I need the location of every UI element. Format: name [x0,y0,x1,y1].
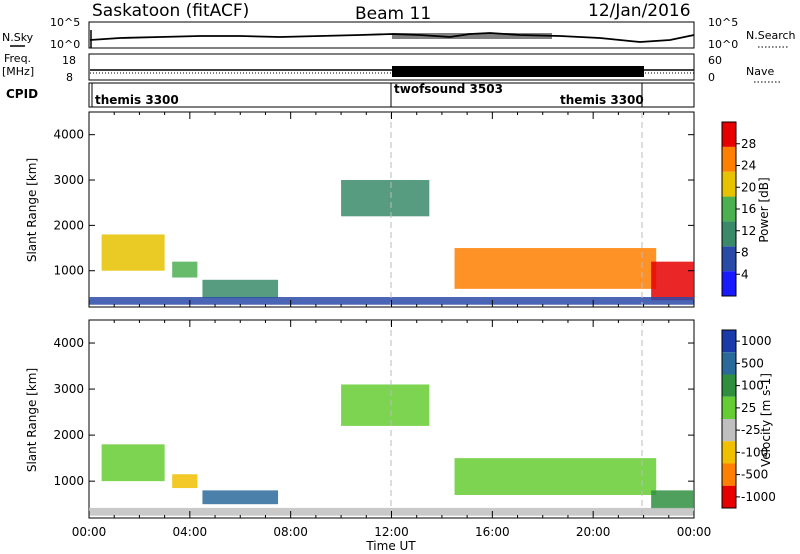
power-colorbar-label: Power [dB] [757,177,771,242]
colorbar-tick-label: -100 [741,445,768,459]
colorbar-tick-label: 20 [741,180,756,194]
velocity-ylabel: Slant Range [km] [25,368,39,472]
data-region-3 [202,490,279,505]
date-title: 12/Jan/2016 [588,1,691,21]
colorbar-cell [722,196,736,222]
colorbar-tick-label: -25 [741,423,761,437]
freq-tick-bottom: 8 [66,71,73,84]
colorbar-cell [722,271,736,296]
data-region-5 [454,248,657,289]
colorbar-cell [722,485,736,508]
power-ylabel: Slant Range [km] [25,158,39,262]
velocity-colorbar-label: Velocity [m s-1] [759,373,773,467]
x-tick-label: 20:00 [576,525,611,539]
time-ut-label: Time UT [365,539,416,553]
colorbar-cell [722,352,736,375]
data-region-2 [172,261,198,278]
colorbar-tick-label: 12 [741,224,756,238]
x-tick-label: 00:00 [677,525,712,539]
freq-strip: Freq. [MHz] 18 8 60 0 Nave [2,52,782,84]
colorbar-cell [722,122,736,147]
data-region-3 [202,279,279,298]
y-tick-label: 3000 [53,173,84,187]
colorbar-cell [722,419,736,442]
nsky-strip: N.Sky 10^5 10^0 10^5 10^0 N.Search [2,16,796,51]
nave-label: Nave [746,65,774,78]
colorbar-cell [722,246,736,272]
data-region-6 [651,261,694,301]
colorbar-tick-label: -1000 [741,490,776,504]
velocity-colorbar: 1000 500 100 25 -25 -100 -500 -1000 Velocity [m… [721,329,776,509]
colorbar-tick-label: 100 [741,379,764,393]
data-region-4 [341,384,430,426]
y-tick-label: 2000 [53,218,84,232]
colorbar-cell [722,396,736,419]
cpid-segment-3: themis 3300 [560,93,644,107]
colorbar-tick-label: 25 [741,401,756,415]
nsearch-tick-top: 10^5 [708,16,738,29]
cpid-segment-2: twofsound 3503 [394,82,503,96]
colorbar-cell [722,463,736,486]
colorbar-cell [722,221,736,247]
x-tick-label: 08:00 [273,525,308,539]
data-region-5 [454,458,657,495]
colorbar-tick-label: 4 [741,267,749,281]
colorbar-cell [722,330,736,353]
velocity-x-ticks: 00:00 04:00 08:00 12:00 16:00 20:00 00:00 [72,525,712,539]
colorbar-tick-label: 24 [741,159,756,173]
colorbar-tick-label: 28 [741,137,756,151]
nave-tick-bottom: 0 [708,71,715,84]
cpid-strip: CPID themis 3300 twofsound 3503 themis 3… [6,82,695,108]
velocity-y-ticks: 1000 2000 3000 4000 [53,320,695,518]
freq-label-2: [MHz] [2,65,34,78]
colorbar-tick-label: -500 [741,468,768,482]
power-y-ticks: 1000 2000 3000 4000 [53,112,695,307]
site-title: Saskatoon (fitACF) [92,1,249,21]
cpid-segment-1: themis 3300 [95,93,179,107]
y-tick-label: 4000 [53,128,84,142]
nave-tick-top: 60 [708,54,722,67]
y-tick-label: 3000 [53,382,84,396]
nsky-tick-bottom: 10^0 [50,38,80,51]
data-region-1 [101,234,165,271]
freq-tick-top: 18 [62,54,76,67]
colorbar-cell [722,374,736,397]
power-panel: 1000 2000 3000 4000 Slant Range [km] [25,111,695,308]
data-region-2 [172,474,198,489]
colorbar-tick-label: 500 [741,356,764,370]
power-colorbar: 4 8 12 16 20 24 28 Power [dB] [721,121,771,297]
x-tick-label: 16:00 [475,525,510,539]
data-region-1 [101,444,165,482]
x-tick-label: 12:00 [374,525,409,539]
velocity-panel: 1000 2000 3000 4000 00:00 04:00 08:00 12:00 16:… [25,319,712,553]
cpid-label: CPID [6,87,38,101]
data-region-4 [341,180,430,217]
colorbar-cell [722,441,736,464]
colorbar-tick-label: 1000 [741,334,772,348]
nsky-tick-top: 10^5 [50,16,80,29]
y-tick-label: 1000 [53,264,84,278]
x-tick-label: 00:00 [72,525,107,539]
nsearch-tick-bottom: 10^0 [708,38,738,51]
beam-title: Beam 11 [355,4,431,24]
nsearch-label: N.Search [746,29,796,42]
y-tick-label: 4000 [53,336,84,350]
data-region-6 [651,490,694,509]
colorbar-cell [722,146,736,172]
colorbar-tick-label: 16 [741,202,756,216]
y-tick-label: 1000 [53,474,84,488]
colorbar-tick-label: 8 [741,246,749,260]
x-tick-label: 04:00 [173,525,208,539]
colorbar-cell [722,171,736,197]
y-tick-label: 2000 [53,428,84,442]
freq-label-1: Freq. [4,52,31,65]
nsky-label: N.Sky [2,31,34,44]
